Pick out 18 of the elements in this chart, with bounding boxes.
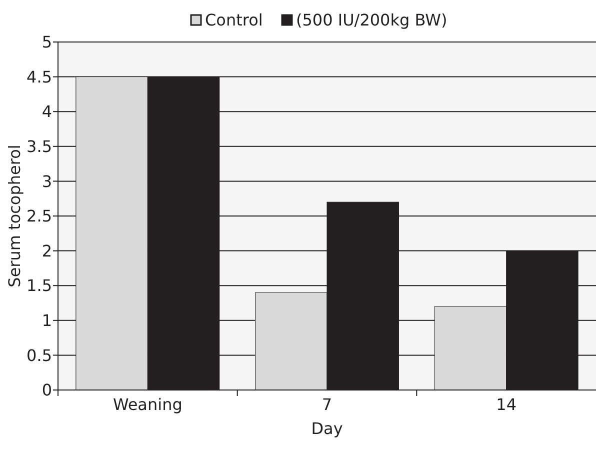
y-tick-label: 1 xyxy=(42,311,52,330)
y-tick-label: 0.5 xyxy=(26,346,52,365)
y-axis-title: Serum tocopherol xyxy=(5,144,24,288)
y-tick-label: 3.5 xyxy=(26,137,52,156)
y-tick-label: 2 xyxy=(42,241,52,260)
y-tick-label: 3 xyxy=(42,172,52,191)
y-tick-label: 1.5 xyxy=(26,276,52,296)
y-tick-label: 4.5 xyxy=(26,67,52,86)
x-axis-title: Day xyxy=(311,419,343,438)
x-tick-label: Weaning xyxy=(112,395,182,414)
x-tick-label: 14 xyxy=(496,395,517,414)
legend-label: (500 IU/200kg BW) xyxy=(296,10,448,30)
legend-label: Control xyxy=(205,10,263,30)
x-tick-label: 7 xyxy=(322,395,332,414)
y-tick-label: 2.5 xyxy=(26,206,52,226)
y-tick-label: 5 xyxy=(42,32,52,52)
y-tick-label: 0 xyxy=(42,380,52,400)
y-tick-label: 4 xyxy=(42,102,52,122)
